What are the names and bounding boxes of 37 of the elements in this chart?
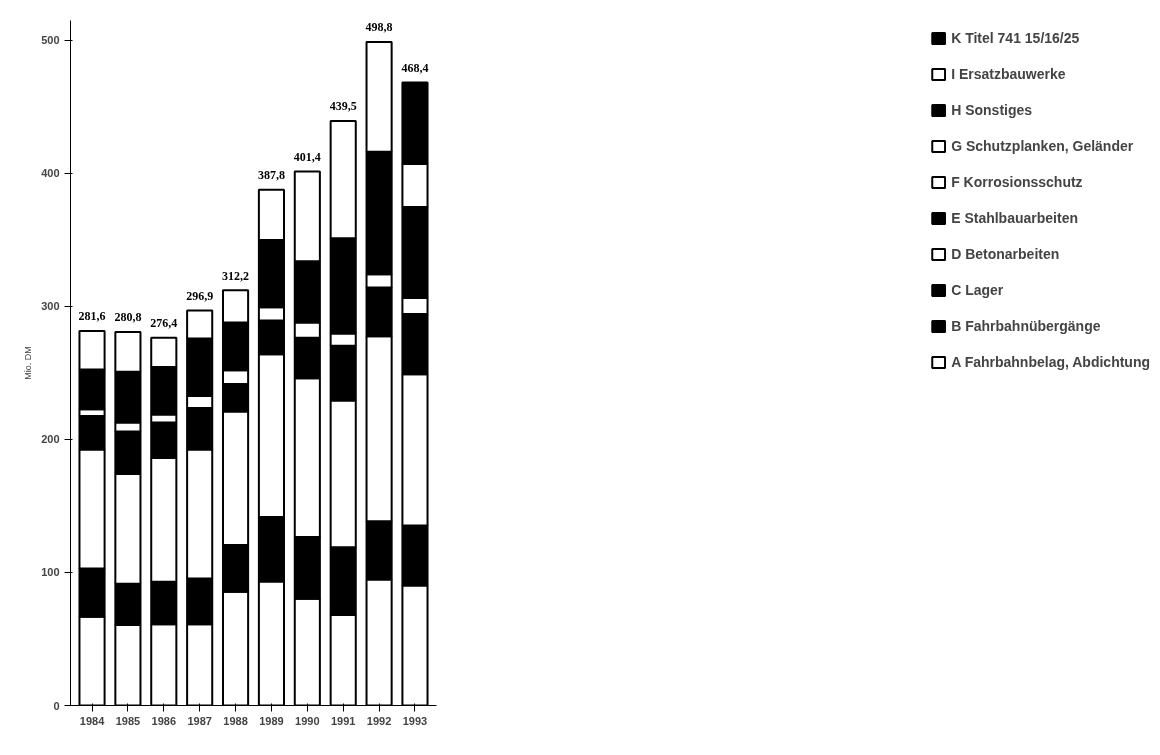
y-tick-label: 400 <box>41 167 60 180</box>
total-label: 498,8 <box>365 20 393 35</box>
legend-label: B Fahrbahnübergänge <box>951 318 1101 334</box>
y-axis-title: Mio. DM <box>23 346 34 380</box>
legend-label: C Lager <box>951 282 1004 298</box>
legend-label: H Sonstiges <box>951 102 1033 118</box>
total-label: 281,6 <box>78 309 106 324</box>
x-tick-label: 1992 <box>366 714 392 727</box>
x-tick-label: 1985 <box>115 714 141 727</box>
x-tick-label: 1990 <box>295 714 320 727</box>
y-tick-label: 500 <box>41 34 60 47</box>
legend-label: E Stahlbauarbeiten <box>951 210 1078 226</box>
total-label: 276,4 <box>150 316 178 331</box>
legend-label: A Fahrbahnbelag, Abdichtung <box>951 354 1150 370</box>
x-tick-label: 1986 <box>151 714 177 727</box>
y-tick-label: 0 <box>53 699 60 712</box>
legend-label: I Ersatzbauwerke <box>951 66 1066 82</box>
y-tick-label: 200 <box>41 433 60 446</box>
legend-label: G Schutzplanken, Geländer <box>951 138 1134 154</box>
x-tick-label: 1993 <box>402 714 428 727</box>
total-label: 296,9 <box>186 288 214 303</box>
x-tick-label: 1989 <box>259 714 284 727</box>
x-tick-label: 1988 <box>223 714 248 727</box>
total-label: 468,4 <box>401 60 429 75</box>
total-label: 280,8 <box>114 310 142 325</box>
y-tick-label: 100 <box>41 566 60 579</box>
total-label: 387,8 <box>257 168 285 183</box>
legend-label: D Betonarbeiten <box>951 246 1060 262</box>
total-label: 312,2 <box>222 268 250 283</box>
legend-label: F Korrosionsschutz <box>951 174 1083 190</box>
y-tick-label: 300 <box>41 300 60 313</box>
total-label: 401,4 <box>293 149 321 164</box>
x-tick-label: 1987 <box>187 714 212 727</box>
legend-label: K Titel 741 15/16/25 <box>951 30 1080 46</box>
x-tick-label: 1984 <box>79 714 106 727</box>
x-tick-label: 1991 <box>330 714 356 727</box>
total-label: 439,5 <box>329 99 357 114</box>
